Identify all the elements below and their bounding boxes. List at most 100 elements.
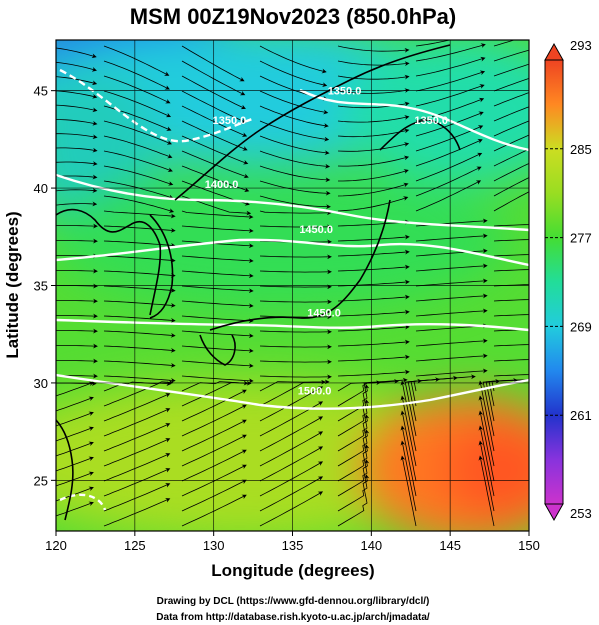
streamline (259, 224, 332, 230)
streamline (259, 374, 332, 380)
streamline (337, 354, 410, 362)
streamline (478, 410, 495, 482)
colorbar-label: 293 (570, 38, 592, 53)
streamline (56, 471, 94, 487)
streamline (415, 263, 488, 272)
streamline (493, 224, 529, 227)
streamline (259, 195, 331, 210)
streamline (181, 360, 254, 369)
streamline (478, 440, 495, 512)
streamline (259, 446, 324, 482)
streamline (181, 210, 254, 220)
credit-drawing: Drawing by DCL (https://www.gfd-dennou.o… (157, 596, 430, 607)
coastlines (56, 44, 461, 521)
y-tick-label: 40 (34, 181, 48, 196)
contour-label: 1450.0 (307, 308, 341, 320)
contour-1500 (56, 373, 529, 410)
streamline (103, 423, 171, 452)
streamline (337, 414, 370, 467)
colorbar-top-cap (544, 42, 564, 61)
x-tick-label: 120 (45, 538, 67, 553)
field-hot-core (445, 425, 529, 515)
y-axis-label: Latitude (degrees) (3, 211, 22, 358)
coastline-korea (149, 214, 174, 319)
streamline (400, 380, 417, 452)
streamline (181, 165, 250, 192)
streamline (103, 438, 171, 467)
streamline (400, 440, 417, 512)
streamline (493, 359, 529, 362)
y-tick-label: 45 (34, 84, 48, 99)
contour-1550 (59, 493, 107, 511)
streamline (337, 142, 410, 152)
streamline (56, 501, 94, 517)
streamline (259, 299, 332, 305)
streamline (56, 119, 98, 126)
streamline (103, 195, 175, 213)
streamline (400, 455, 417, 527)
streamline (56, 147, 98, 153)
streamline (56, 268, 98, 274)
y-tick-label: 25 (34, 473, 48, 488)
streamline (337, 384, 370, 437)
streamline (493, 299, 529, 302)
streamline (56, 381, 94, 397)
streamline (337, 219, 410, 227)
streamline (56, 486, 94, 502)
streamline (337, 309, 410, 317)
streamline (259, 135, 330, 156)
streamline (56, 313, 98, 319)
streamline (493, 77, 529, 92)
coastline-russia (174, 44, 451, 201)
streamline (56, 90, 98, 99)
streamline (400, 425, 417, 497)
streamline (493, 314, 529, 317)
streamline (415, 353, 488, 362)
streamline (337, 444, 370, 497)
streamline (103, 210, 176, 219)
streamline (259, 379, 326, 407)
streamline (493, 148, 529, 167)
streamline (103, 360, 176, 368)
streamline (259, 180, 331, 196)
streamline (259, 416, 324, 452)
y-axis: 25 30 35 40 45 (34, 84, 56, 488)
contour-1350-east (299, 88, 529, 152)
streamline (181, 345, 254, 354)
x-axis-label: Longitude (degrees) (211, 561, 374, 580)
streamline (415, 111, 484, 137)
streamline (181, 45, 245, 82)
y-tick-label: 35 (34, 279, 48, 294)
streamline (56, 223, 98, 229)
colorbar-label: 285 (570, 142, 592, 157)
streamline (103, 453, 171, 482)
streamline (103, 135, 173, 159)
streamline (56, 456, 94, 472)
streamline (56, 104, 98, 113)
streamline (337, 234, 410, 242)
streamline (103, 375, 176, 383)
coastline-honshu (209, 199, 391, 331)
chart-title: MSM 00Z19Nov2023 (850.0hPa) (130, 4, 457, 29)
streamline (493, 163, 529, 182)
colorbar-bottom-cap (544, 503, 564, 522)
streamline (493, 120, 529, 137)
contour-label: 1350.0 (414, 115, 448, 127)
streamline (415, 368, 488, 377)
contour-label: 1350.0 (213, 115, 247, 127)
streamline (56, 76, 98, 86)
colorbar-body (544, 59, 564, 505)
coastline-kyushu (199, 334, 236, 366)
streamline (485, 378, 519, 422)
streamline (103, 90, 172, 118)
streamline (181, 270, 254, 279)
streamline (337, 369, 410, 377)
x-tick-label: 125 (124, 538, 146, 553)
streamline (103, 393, 171, 422)
streamline (407, 377, 441, 422)
streamline (181, 225, 254, 234)
streamline (337, 294, 410, 302)
streamline (478, 380, 495, 452)
streamline (478, 395, 495, 467)
streamline (103, 60, 170, 90)
